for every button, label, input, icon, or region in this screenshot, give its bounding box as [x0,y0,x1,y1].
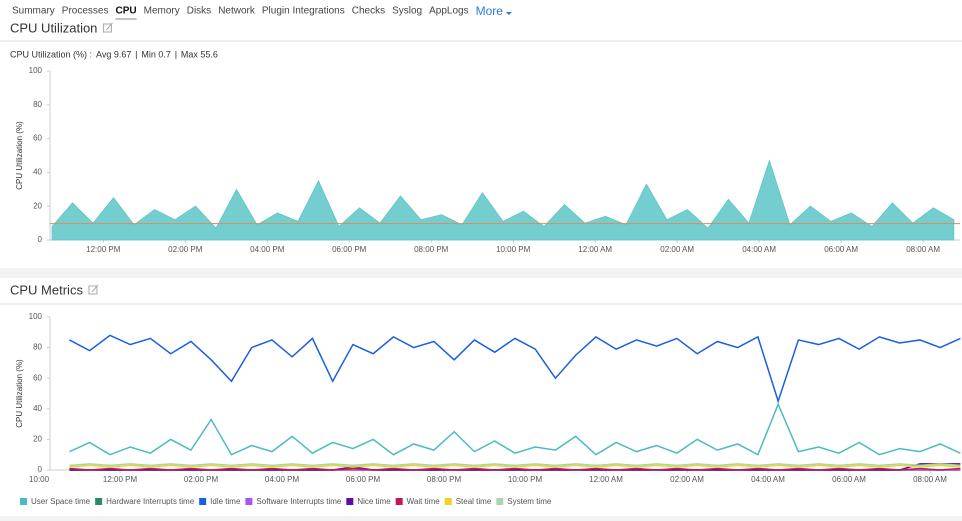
x-tick-label: 10:00 PM [496,245,531,254]
legend-swatch[interactable] [346,498,354,505]
y-tick-label: 40 [33,404,42,413]
nav-bar [0,0,962,22]
x-tick-label: 08:00 AM [906,245,940,254]
nav-tab[interactable]: Memory [144,6,180,17]
edit-icon [91,284,99,293]
legend-swatch[interactable] [395,498,403,505]
line [69,402,961,456]
more-menu[interactable]: More [476,4,504,18]
x-tick-label: 10:00 [29,475,50,484]
x-tick-label: 08:00 PM [427,475,462,484]
nav-tab[interactable]: Network [218,6,256,17]
y-tick-label: 40 [33,168,42,177]
legend-label[interactable]: Wait time [407,497,441,506]
y-tick-label: 0 [38,465,43,474]
line [69,334,961,404]
y-tick-label: 0 [38,235,43,244]
stat: Avg 9.67 [96,49,131,59]
nav-tab[interactable]: Disks [187,6,211,17]
stat: Min 0.7 [141,49,171,59]
edit-icon[interactable] [102,23,112,33]
panel-title: CPU Metrics [10,282,83,297]
y-tick-label: 80 [33,100,42,109]
stat: Max 55.6 [181,49,218,59]
legend-swatch[interactable] [20,498,27,505]
x-tick-label: 06:00 AM [824,245,858,254]
stat: CPU Utilization (%) : [10,49,92,59]
y-tick-label: 100 [29,66,43,75]
legend-swatch[interactable] [245,498,253,505]
nav-tab[interactable]: Plugin Integrations [262,6,345,17]
nav-tab[interactable]: Summary [12,6,55,17]
y-tick-label: 20 [33,435,42,444]
edit-icon [106,22,113,31]
x-tick-label: 10:00 PM [508,475,543,484]
y-axis-title: CPU Utilization (%) [15,359,24,428]
legend-label[interactable]: User Space time [31,497,91,506]
nav-tab[interactable]: Processes [62,6,109,17]
caret [505,12,512,15]
x-tick-label: 12:00 AM [578,245,612,254]
x-tick-label: 08:00 PM [414,245,449,254]
y-axis-title: CPU Utilization (%) [15,121,24,190]
x-tick-label: 02:00 AM [660,245,694,254]
legend-label[interactable]: Hardware Interrupts time [106,497,195,506]
edit-icon[interactable] [88,285,98,295]
legend-label[interactable]: Idle time [210,497,241,506]
nav-tab[interactable]: CPU [115,6,136,17]
x-tick-label: 02:00 PM [168,245,203,254]
line [69,463,961,467]
legend-label[interactable]: Nice time [357,497,391,506]
legend-swatch[interactable] [444,498,452,505]
x-tick-label: 04:00 AM [742,245,776,254]
x-tick-label: 12:00 PM [86,245,121,254]
x-tick-label: 08:00 AM [913,475,947,484]
y-tick-label: 80 [33,343,42,352]
x-tick-label: 06:00 AM [832,475,866,484]
x-tick-label: 04:00 PM [250,245,285,254]
nav-tab[interactable]: Syslog [392,6,422,17]
x-tick-label: 04:00 PM [265,475,300,484]
legend-label[interactable]: Steal time [456,497,492,506]
y-tick-label: 60 [33,373,42,382]
legend-label[interactable]: Software Interrupts time [256,497,341,506]
y-tick-label: 20 [33,201,42,210]
y-tick-label: 60 [33,134,42,143]
legend-swatch[interactable] [199,498,207,505]
nav-tab[interactable]: Checks [352,6,385,17]
area [51,159,955,241]
legend-swatch[interactable] [95,498,103,505]
line [69,467,961,471]
x-tick-label: 04:00 AM [751,475,785,484]
panel [0,278,962,516]
legend-swatch[interactable] [496,498,504,505]
y-tick-label: 100 [29,312,43,321]
x-tick-label: 12:00 AM [589,475,623,484]
x-tick-label: 06:00 PM [346,475,381,484]
x-tick-label: 12:00 PM [103,475,138,484]
line [69,464,961,468]
x-tick-label: 06:00 PM [332,245,367,254]
legend-label[interactable]: System time [507,497,552,506]
x-tick-label: 02:00 PM [184,475,219,484]
panel-title: CPU Utilization [10,20,97,35]
nav-tab[interactable]: AppLogs [429,6,468,17]
x-tick-label: 02:00 AM [670,475,704,484]
